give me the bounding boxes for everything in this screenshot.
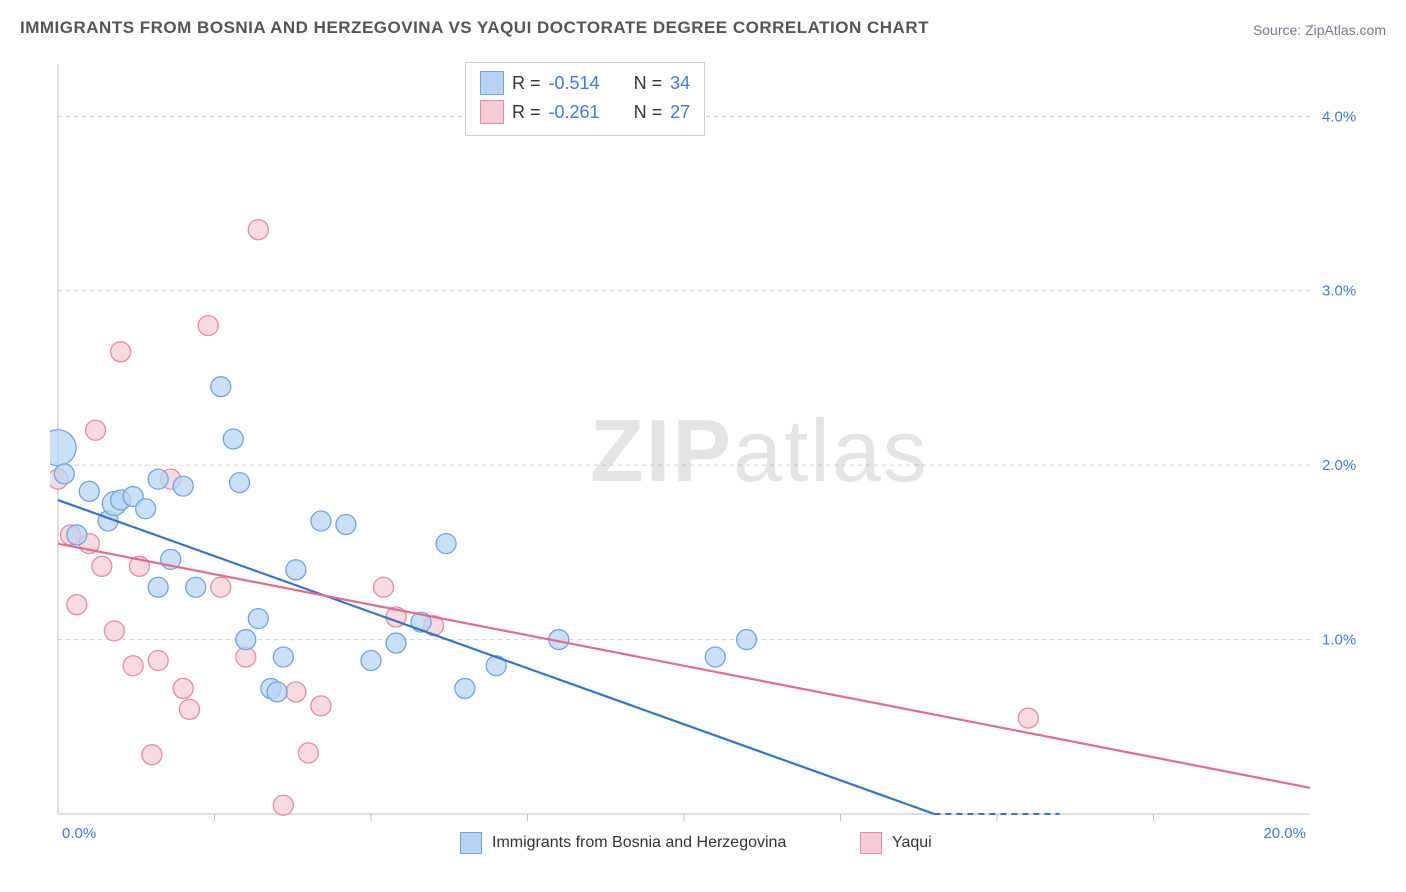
scatter-point-bosnia <box>236 630 256 650</box>
scatter-point-bosnia <box>67 525 87 545</box>
scatter-point-bosnia <box>186 577 206 597</box>
scatter-point-bosnia <box>737 630 757 650</box>
scatter-point-bosnia <box>148 469 168 489</box>
scatter-point-bosnia <box>230 473 250 493</box>
y-tick-label: 1.0% <box>1322 632 1356 649</box>
legend-r-label: R = <box>512 69 541 98</box>
scatter-point-bosnia <box>136 499 156 519</box>
source-prefix: Source: <box>1253 22 1305 38</box>
scatter-point-yaqui <box>1018 708 1038 728</box>
scatter-point-yaqui <box>198 316 218 336</box>
x-tick-label: 0.0% <box>62 825 96 842</box>
legend-r-value: -0.514 <box>549 69 600 98</box>
scatter-point-yaqui <box>86 420 106 440</box>
scatter-point-yaqui <box>123 656 143 676</box>
chart-plot-area: 1.0%2.0%3.0%4.0%0.0%20.0% ZIPatlas R =-0… <box>50 60 1380 850</box>
source-attribution: Source: ZipAtlas.com <box>1253 22 1386 38</box>
scatter-point-bosnia <box>386 633 406 653</box>
scatter-point-bosnia <box>211 377 231 397</box>
scatter-point-bosnia <box>311 511 331 531</box>
legend-label-bosnia: Immigrants from Bosnia and Herzegovina <box>492 834 786 852</box>
legend-r-value: -0.261 <box>549 98 600 127</box>
scatter-point-yaqui <box>211 577 231 597</box>
x-tick-label: 20.0% <box>1263 825 1306 842</box>
legend-row-yaqui: R = -0.261 N =27 <box>480 98 690 127</box>
scatter-point-bosnia <box>248 609 268 629</box>
scatter-point-bosnia <box>54 464 74 484</box>
legend-label-yaqui: Yaqui <box>892 834 932 852</box>
scatter-point-yaqui <box>148 651 168 671</box>
legend-n-label: N = <box>634 98 663 127</box>
scatter-point-yaqui <box>273 795 293 815</box>
scatter-point-yaqui <box>111 342 131 362</box>
scatter-point-yaqui <box>374 577 394 597</box>
legend-n-value: 27 <box>670 98 690 127</box>
legend-n-value: 34 <box>670 69 690 98</box>
scatter-point-bosnia <box>705 647 725 667</box>
legend-r-label: R = <box>512 98 541 127</box>
scatter-point-bosnia <box>267 682 287 702</box>
y-tick-label: 4.0% <box>1322 108 1356 125</box>
legend-series-1: Immigrants from Bosnia and Herzegovina <box>460 832 786 854</box>
legend-n-label: N = <box>634 69 663 98</box>
scatter-point-bosnia <box>148 577 168 597</box>
scatter-point-yaqui <box>173 678 193 698</box>
legend-swatch-yaqui <box>480 100 504 124</box>
scatter-point-bosnia <box>436 534 456 554</box>
legend-row-bosnia: R = -0.514 N =34 <box>480 69 690 98</box>
legend-swatch-bosnia <box>480 71 504 95</box>
scatter-point-bosnia <box>173 476 193 496</box>
scatter-point-bosnia <box>223 429 243 449</box>
legend-correlations: R = -0.514 N =34 R = -0.261 N =27 <box>465 62 705 136</box>
y-tick-label: 2.0% <box>1322 457 1356 474</box>
scatter-point-yaqui <box>142 745 162 765</box>
scatter-point-yaqui <box>311 696 331 716</box>
chart-svg: 1.0% 2.0% 3.0% 4.0% 0.0% 20.0% <box>50 60 1380 850</box>
scatter-point-bosnia <box>455 678 475 698</box>
legend-series-2: Yaqui <box>860 832 932 854</box>
scatter-point-yaqui <box>67 595 87 615</box>
scatter-point-yaqui <box>104 621 124 641</box>
legend-swatch-yaqui <box>860 832 882 854</box>
scatter-point-bosnia <box>361 651 381 671</box>
scatter-point-yaqui <box>179 699 199 719</box>
scatter-point-bosnia <box>79 481 99 501</box>
scatter-point-bosnia <box>273 647 293 667</box>
legend-swatch-bosnia <box>460 832 482 854</box>
source-link[interactable]: ZipAtlas.com <box>1305 22 1386 38</box>
y-tick-label: 3.0% <box>1322 283 1356 300</box>
scatter-point-bosnia <box>286 560 306 580</box>
scatter-point-yaqui <box>298 743 318 763</box>
scatter-point-yaqui <box>248 220 268 240</box>
scatter-point-yaqui <box>286 682 306 702</box>
scatter-point-bosnia <box>336 514 356 534</box>
scatter-point-yaqui <box>92 556 112 576</box>
chart-title: IMMIGRANTS FROM BOSNIA AND HERZEGOVINA V… <box>20 18 929 38</box>
